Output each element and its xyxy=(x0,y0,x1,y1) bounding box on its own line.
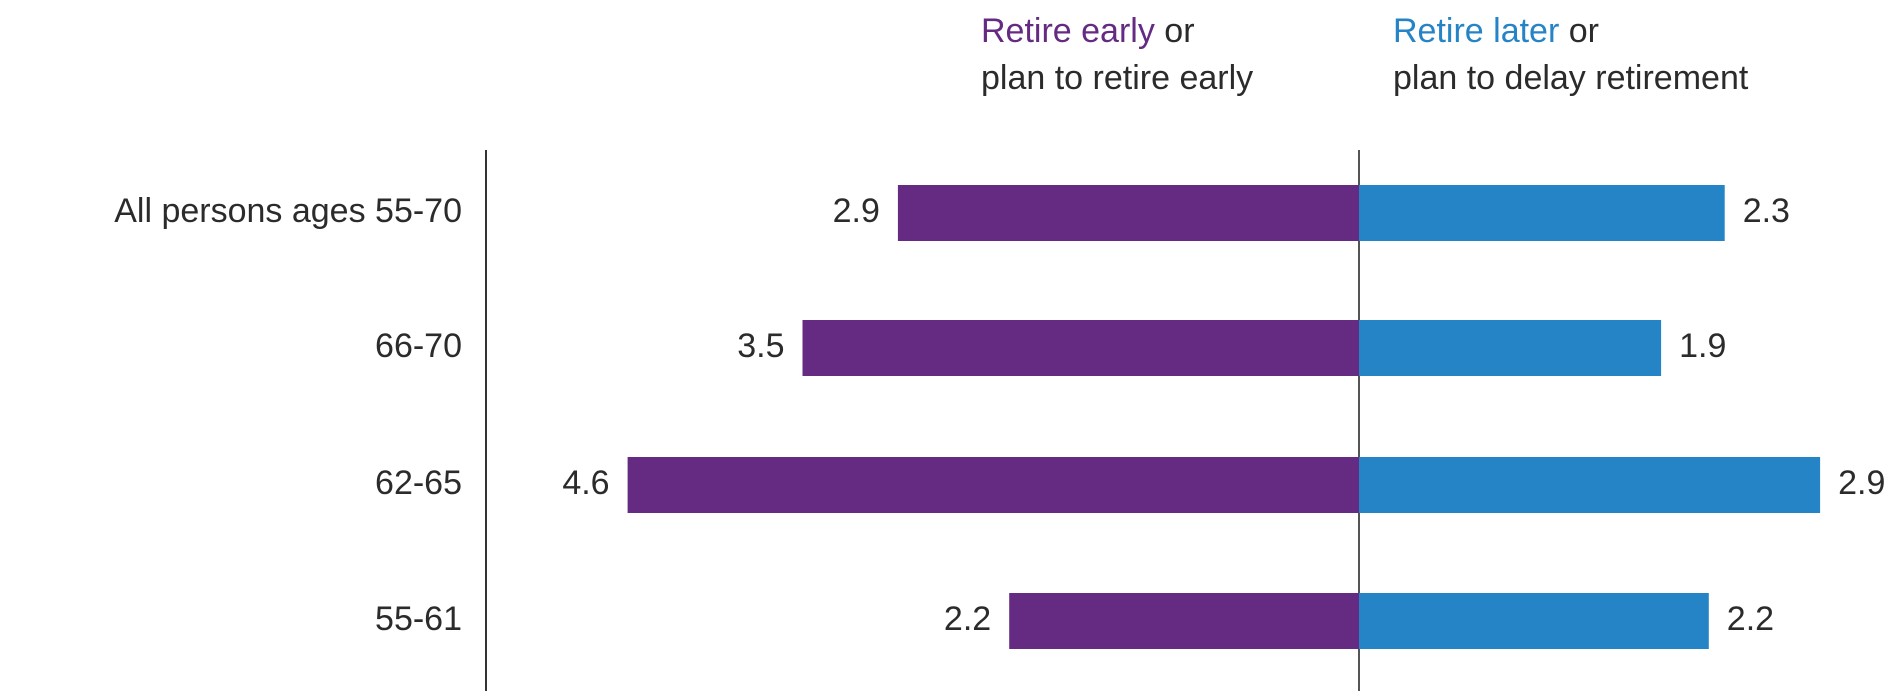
legend-early-highlight: Retire early xyxy=(981,12,1155,50)
legend-later: Retire later or plan to delay retirement xyxy=(1393,8,1748,102)
value-label-early: 2.9 xyxy=(833,192,880,230)
category-label: 66-70 xyxy=(375,327,462,365)
bar-retire-early xyxy=(1009,593,1359,649)
legend-early: Retire early or plan to retire early xyxy=(981,8,1253,102)
value-label-later: 1.9 xyxy=(1679,327,1726,365)
value-label-later: 2.9 xyxy=(1838,464,1885,502)
legend-later-line2: plan to delay retirement xyxy=(1393,59,1749,97)
legend-early-line1: Retire early or xyxy=(981,8,1253,55)
value-label-early: 3.5 xyxy=(737,327,784,365)
value-label-early: 4.6 xyxy=(562,464,609,502)
legend-early-line2: plan to retire early xyxy=(981,59,1254,97)
bar-retire-later xyxy=(1359,593,1709,649)
legend-later-highlight: Retire later xyxy=(1393,12,1560,50)
legend-early-rest: or xyxy=(1154,12,1195,50)
legend-later-line1: Retire later or xyxy=(1393,8,1748,55)
value-label-later: 2.2 xyxy=(1727,600,1774,638)
bar-retire-early xyxy=(897,185,1359,241)
bar-retire-later xyxy=(1359,185,1725,241)
category-label: 55-61 xyxy=(375,600,462,638)
value-label-later: 2.3 xyxy=(1743,192,1790,230)
category-label: 62-65 xyxy=(375,464,462,502)
value-label-early: 2.2 xyxy=(944,600,991,638)
legend-later-rest: or xyxy=(1559,12,1599,50)
category-label: All persons ages 55-70 xyxy=(114,192,462,230)
bar-retire-early xyxy=(802,320,1359,376)
bars-layer: All persons ages 55-70 2.9 2.3 66-70 3.5 1.9 6… xyxy=(114,185,1885,649)
bar-retire-later xyxy=(1359,320,1662,376)
bar-retire-later xyxy=(1359,457,1821,513)
bar-retire-early xyxy=(627,457,1359,513)
